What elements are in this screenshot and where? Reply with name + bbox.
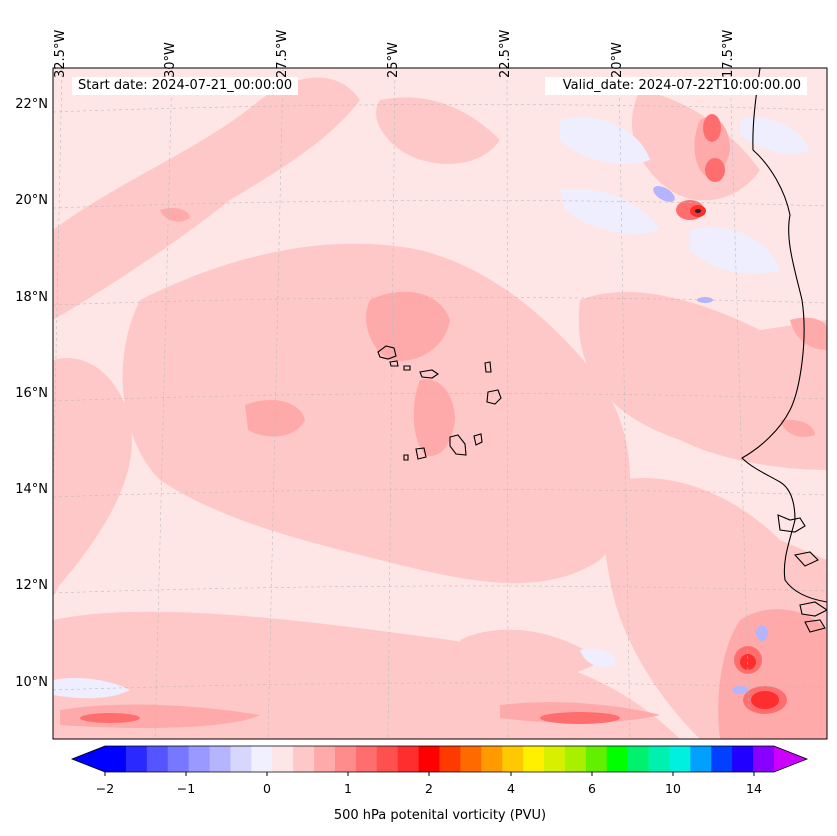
colorbar-tick-label: 4	[507, 781, 515, 796]
lon-label-32-5w: 32.5°W	[53, 29, 68, 78]
colorbar-tick-label: 14	[746, 781, 762, 796]
colorbar-cell	[251, 746, 273, 772]
colorbar-cell	[627, 746, 650, 772]
lat-label-14n: 14°N	[15, 482, 48, 497]
colorbar-cell	[439, 746, 461, 772]
colorbar-cell	[564, 746, 587, 772]
colorbar-extend-low	[72, 746, 105, 772]
colorbar-cell	[125, 746, 148, 772]
colorbar-cell	[585, 746, 608, 772]
graticule	[53, 68, 827, 739]
colorbar-cell	[355, 746, 378, 772]
colorbar-cell	[146, 746, 169, 772]
lat-label-20n: 20°N	[15, 193, 48, 208]
lat-label-18n: 18°N	[15, 290, 48, 305]
colorbar-cell	[753, 746, 775, 772]
lon-label-27-5w: 27.5°W	[275, 29, 290, 78]
colorbar-cell	[648, 746, 670, 772]
colorbar-cell	[711, 746, 733, 772]
colorbar-tick-label: −2	[95, 781, 115, 796]
colorbar-cell	[502, 746, 524, 772]
start-date-label: Start date: 2024-07-21_00:00:00	[72, 77, 299, 95]
lon-label-22-5w: 22.5°W	[498, 29, 513, 78]
colorbar-cell	[544, 746, 566, 772]
colorbar-tick-label: 1	[344, 781, 352, 796]
pv-slight-negative-areas	[53, 117, 810, 699]
colorbar-tick-label: 2	[425, 781, 433, 796]
colorbar-tick-label: −1	[176, 781, 196, 796]
colorbar-cell	[481, 746, 503, 772]
colorbar-cell	[105, 746, 127, 772]
colorbar-cell	[418, 746, 440, 772]
pv-negative-areas	[653, 186, 768, 694]
colorbar-cell	[272, 746, 294, 772]
valid-date-label: Valid_date: 2024-07-22T10:00:00.00	[545, 77, 807, 95]
lon-label-20w: 20°W	[610, 42, 625, 78]
colorbar-cell	[188, 746, 211, 772]
colorbar-cell	[376, 746, 399, 772]
colorbar-extend-high	[774, 746, 807, 772]
map-frame	[52, 67, 828, 740]
pv-moderate-positive-areas	[60, 116, 827, 739]
lat-label-16n: 16°N	[15, 386, 48, 401]
cape-verde-islands	[377, 345, 827, 633]
colorbar-cell	[523, 746, 545, 772]
colorbar-cell	[460, 746, 482, 772]
lon-label-17-5w: 17.5°W	[721, 29, 736, 78]
colorbar-cell	[314, 746, 336, 772]
colorbar-cell	[397, 746, 420, 772]
colorbar-tick-label: 0	[263, 781, 271, 796]
lon-label-25w: 25°W	[386, 42, 401, 78]
lon-label-30w: 30°W	[163, 42, 178, 78]
lat-label-22n: 22°N	[15, 97, 48, 112]
colorbar-cell	[732, 746, 754, 772]
colorbar	[70, 745, 809, 776]
colorbar-cell	[606, 746, 629, 772]
coastline	[741, 68, 827, 603]
colorbar-cell	[690, 746, 712, 772]
colorbar-cell	[209, 746, 231, 772]
colorbar-cell	[669, 746, 691, 772]
colorbar-tick-label: 6	[588, 781, 596, 796]
pv-maximum-spot	[695, 209, 701, 213]
colorbar-tick-label: 10	[665, 781, 681, 796]
colorbar-cell	[230, 746, 252, 772]
lat-label-12n: 12°N	[15, 578, 48, 593]
lat-label-10n: 10°N	[15, 675, 48, 690]
colorbar-cell	[167, 746, 190, 772]
colorbar-cell	[293, 746, 315, 772]
colorbar-title: 500 hPa potenital vorticity (PVU)	[333, 808, 547, 823]
colorbar-cell	[334, 746, 357, 772]
